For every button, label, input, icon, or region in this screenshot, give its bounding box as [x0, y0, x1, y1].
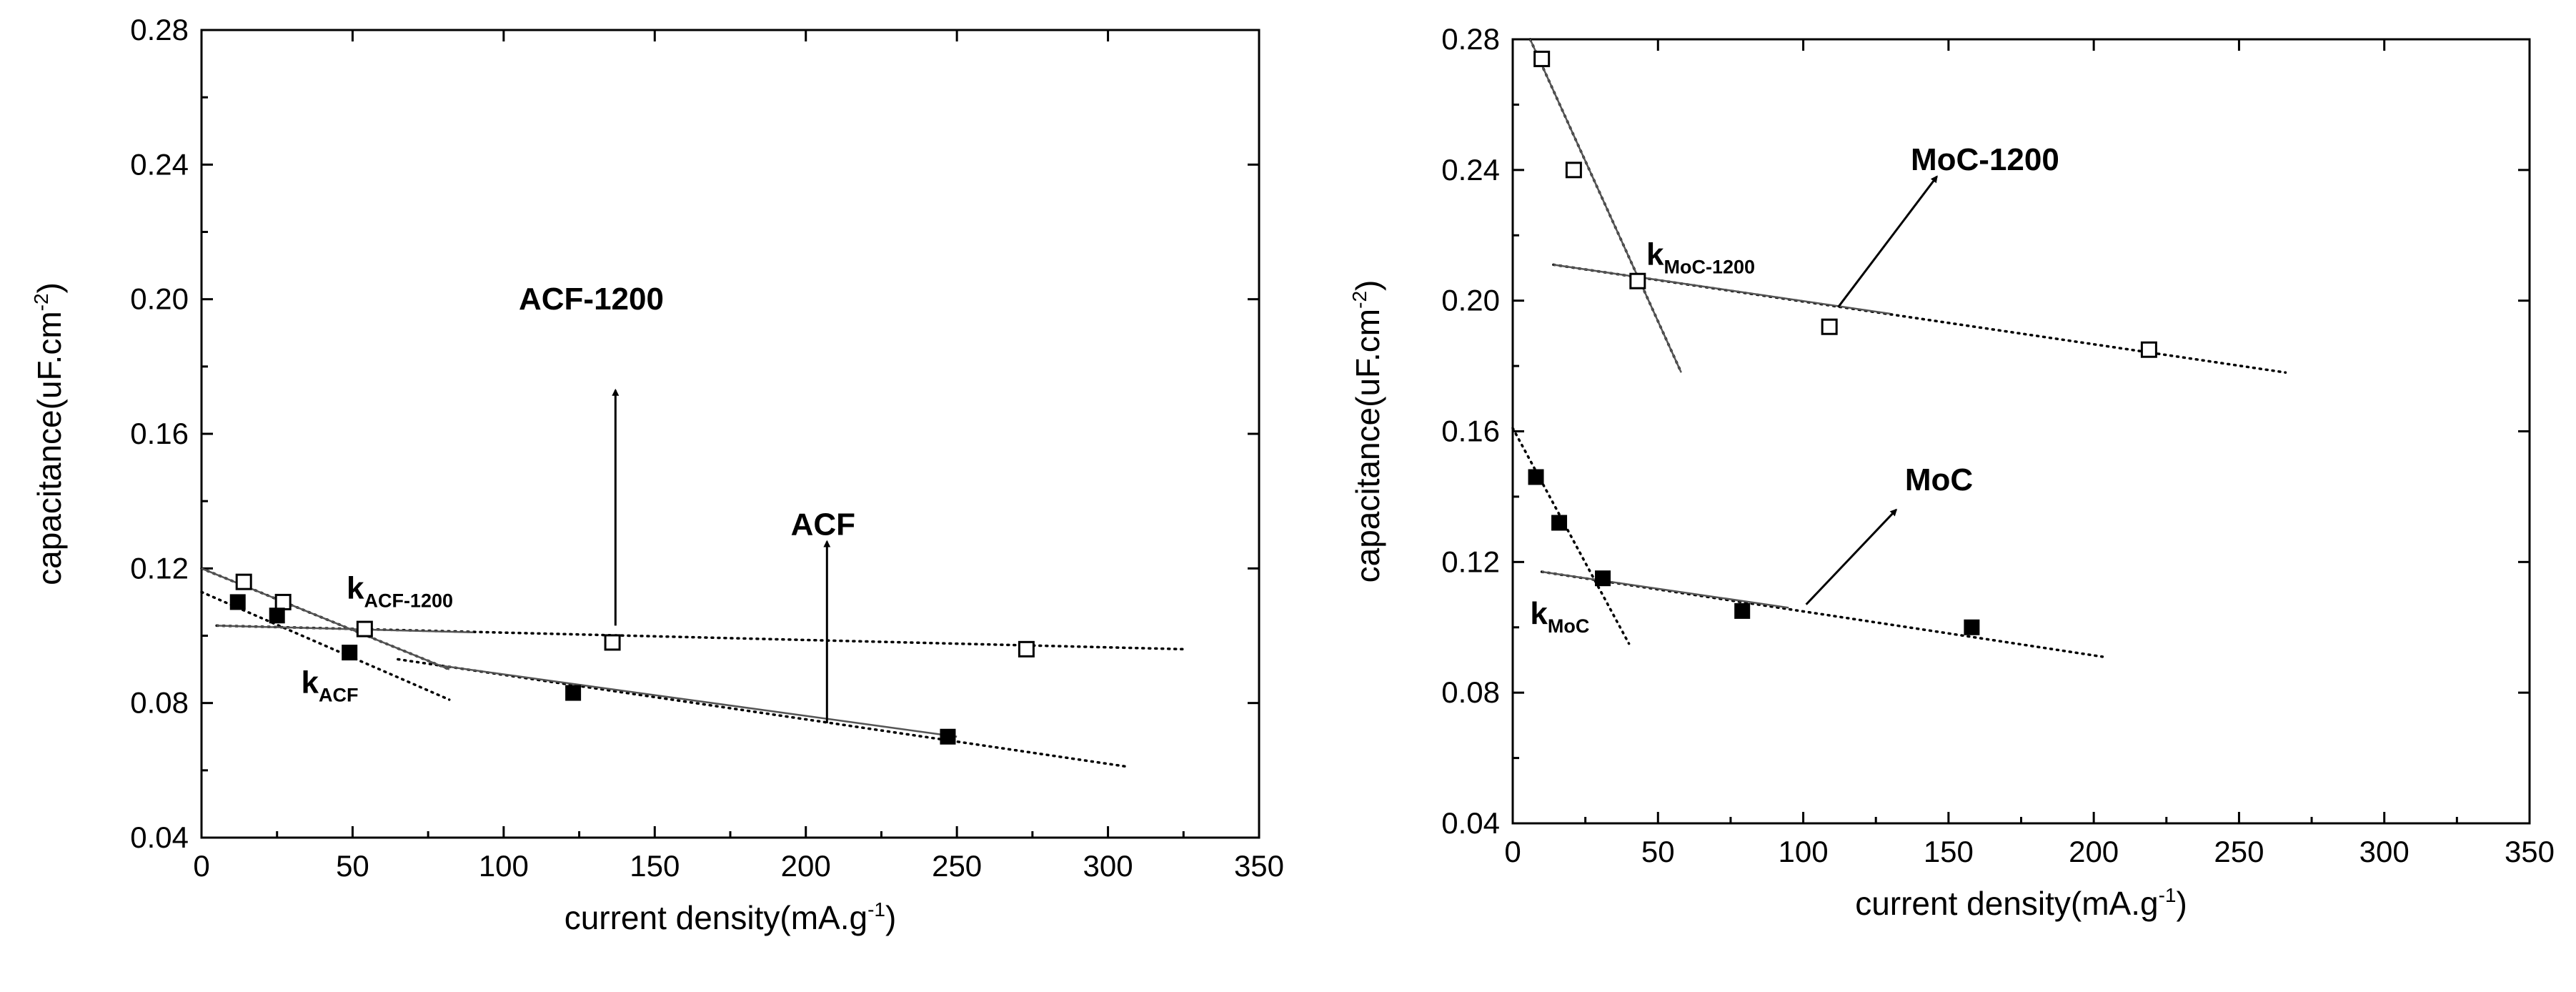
dotted-fit-line — [1511, 427, 1631, 645]
series-label: ACF-1200 — [519, 282, 664, 317]
k-label: kMoC-1200 — [1646, 237, 1755, 277]
y-tick-label: 0.24 — [130, 147, 189, 181]
data-point-moc-1200 — [1629, 272, 1646, 289]
x-tick-label: 150 — [1924, 835, 1974, 868]
data-point-acf — [940, 728, 956, 745]
solid-fit-line — [1529, 39, 1682, 373]
y-axis-title: capacitance(uF.cm-2) — [30, 282, 68, 585]
x-tick-label: 0 — [193, 849, 209, 883]
data-point-moc-1200 — [2140, 341, 2157, 358]
data-point-moc — [1734, 602, 1751, 619]
x-tick-label: 350 — [1234, 849, 1284, 883]
data-point-moc — [1528, 469, 1544, 485]
y-tick-label: 0.16 — [130, 417, 189, 450]
dotted-fit-line — [1540, 570, 2104, 658]
y-tick-label: 0.16 — [1441, 415, 1500, 448]
x-tick-label: 350 — [2505, 835, 2555, 868]
plot-frame — [200, 29, 1260, 839]
data-point-acf-1200 — [356, 620, 373, 638]
right-chart-panel: 0 50 100 150 200 250 300 350 0.04 0.08 0.12 0.16 0.2… — [1348, 22, 2555, 922]
y-tick-label: 0.08 — [130, 686, 189, 720]
data-point-acf-1200 — [235, 573, 252, 590]
data-point-moc — [1551, 515, 1568, 531]
x-tick-label: 250 — [2214, 835, 2264, 868]
y-tick-label: 0.20 — [130, 282, 189, 316]
x-tick-label: 150 — [630, 849, 680, 883]
y-tick-label: 0.08 — [1441, 675, 1500, 709]
y-tick-label: 0.12 — [1441, 545, 1500, 578]
solid-fit-line — [217, 625, 474, 634]
solid-fit-line — [1541, 570, 1789, 609]
data-point-acf — [565, 685, 582, 701]
data-point-acf-1200 — [274, 593, 292, 610]
solid-fit-line — [1553, 264, 1891, 315]
y-tick-label: 0.28 — [1441, 22, 1500, 56]
solid-fit-line — [443, 665, 958, 738]
k-label: kACF — [302, 665, 359, 706]
data-point-moc-1200 — [1565, 162, 1582, 179]
y-tick-label: 0.28 — [130, 13, 189, 46]
data-point-moc — [1964, 619, 1980, 635]
y-axis-title: capacitance(uF.cm-2) — [1348, 280, 1386, 583]
data-point-acf-1200 — [604, 634, 621, 651]
k-label: kACF-1200 — [347, 571, 453, 612]
data-point-acf — [229, 594, 246, 610]
y-tick-label: 0.04 — [1441, 806, 1500, 840]
data-point-acf — [269, 607, 285, 624]
y-tick-label: 0.20 — [1441, 284, 1500, 317]
series-label: MoC — [1905, 462, 1973, 497]
y-tick-label: 0.12 — [130, 551, 189, 585]
series-label: ACF — [791, 507, 855, 542]
annotation-arrow — [1805, 508, 1898, 605]
x-tick-label: 100 — [479, 849, 529, 883]
data-point-acf — [342, 645, 358, 661]
left-chart-panel: 0 50 100 150 200 250 300 350 0.04 0.08 0.12 0.16 0.2… — [30, 13, 1284, 936]
x-tick-label: 100 — [1779, 835, 1829, 868]
x-tick-label: 50 — [336, 849, 369, 883]
x-tick-label: 300 — [2359, 835, 2410, 868]
y-tick-label: 0.04 — [130, 820, 189, 854]
data-point-moc — [1595, 570, 1611, 587]
x-tick-label: 250 — [932, 849, 982, 883]
k-label: kMoC — [1530, 596, 1589, 637]
x-tick-label: 300 — [1083, 849, 1133, 883]
x-tick-label: 50 — [1641, 835, 1675, 868]
data-point-moc-1200 — [1821, 318, 1838, 335]
series-label: MoC-1200 — [1911, 142, 2059, 177]
x-tick-label: 200 — [2069, 835, 2119, 868]
annotation-arrow — [1837, 175, 1938, 308]
x-axis-title: current density(mA.g-1) — [565, 898, 897, 936]
x-axis-title: current density(mA.g-1) — [1855, 884, 2187, 922]
y-tick-label: 0.24 — [1441, 153, 1500, 187]
data-point-moc-1200 — [1533, 50, 1551, 67]
x-tick-label: 200 — [781, 849, 831, 883]
data-point-acf-1200 — [1018, 640, 1035, 658]
x-tick-label: 0 — [1504, 835, 1521, 868]
